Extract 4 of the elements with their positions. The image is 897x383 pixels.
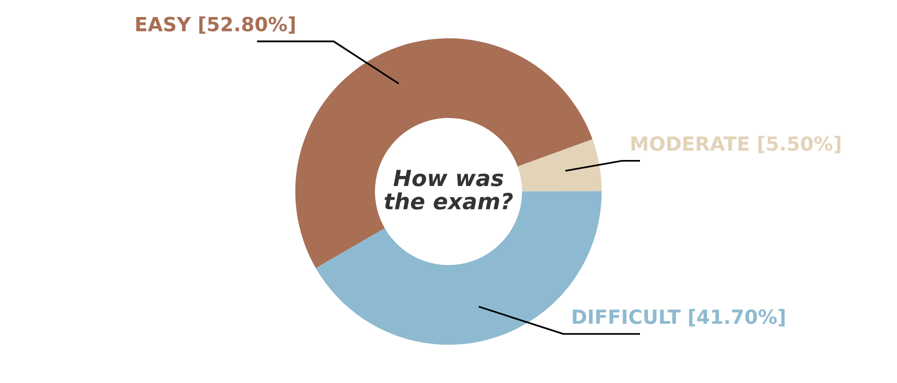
slice-label: MODERATE [5.50%] bbox=[631, 136, 840, 154]
slice-label: DIFFICULT [41.70%] bbox=[572, 309, 785, 326]
slice-label: EASY [52.80%] bbox=[136, 16, 295, 34]
text: How was the exam? bbox=[384, 170, 513, 210]
